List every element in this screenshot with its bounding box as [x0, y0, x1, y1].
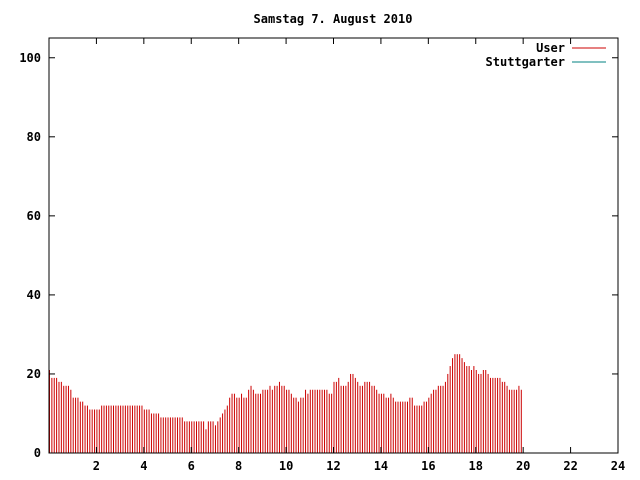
x-tick-label: 14	[374, 459, 388, 473]
y-tick-label: 100	[19, 51, 41, 65]
x-tick-label: 6	[188, 459, 195, 473]
x-tick-label: 8	[235, 459, 242, 473]
y-tick-label: 60	[27, 209, 41, 223]
x-tick-label: 12	[326, 459, 340, 473]
legend-label-user: User	[536, 41, 565, 55]
x-tick-label: 18	[469, 459, 483, 473]
y-tick-label: 20	[27, 367, 41, 381]
chart-title: Samstag 7. August 2010	[254, 12, 413, 26]
x-tick-label: 16	[421, 459, 435, 473]
y-tick-label: 80	[27, 130, 41, 144]
x-tick-label: 24	[611, 459, 625, 473]
legend: User Stuttgarter	[486, 41, 606, 69]
x-tick-label: 10	[279, 459, 293, 473]
y-tick-label: 40	[27, 288, 41, 302]
axes	[48, 37, 619, 454]
x-tick-label: 4	[140, 459, 147, 473]
x-tick-label: 2	[93, 459, 100, 473]
x-tick-label: 20	[516, 459, 530, 473]
y-tick-label: 0	[34, 446, 41, 460]
bar-series-user	[49, 354, 522, 453]
legend-label-stuttgarter: Stuttgarter	[486, 55, 565, 69]
x-tick-label: 22	[563, 459, 577, 473]
